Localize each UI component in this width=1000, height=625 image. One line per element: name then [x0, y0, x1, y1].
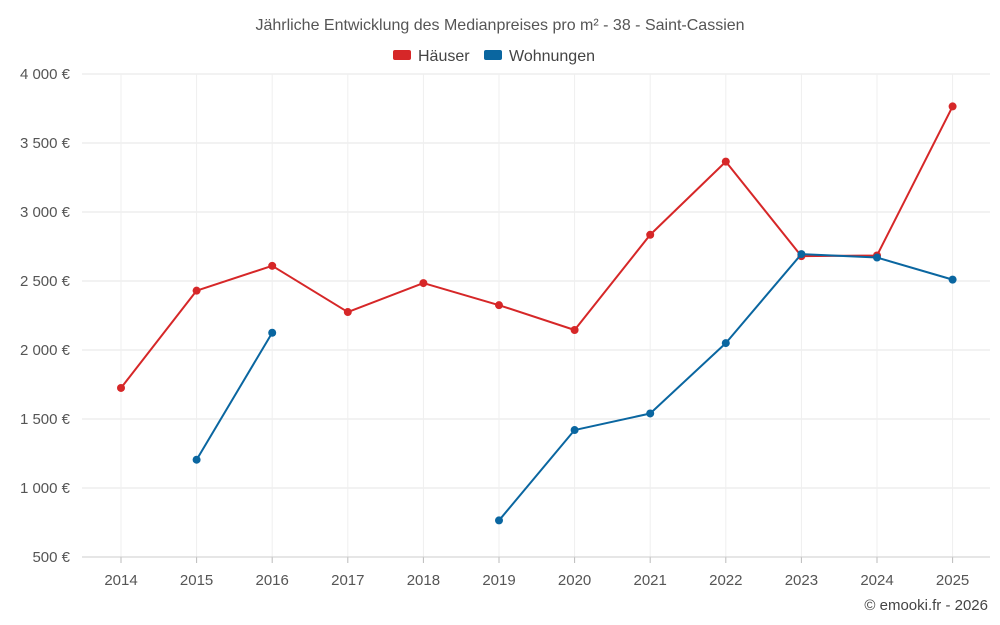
- y-tick-label: 2 500 €: [20, 273, 71, 290]
- data-point-apartments[interactable]: [873, 253, 881, 262]
- x-tick-label: 2018: [407, 572, 440, 589]
- x-tick-label: 2020: [558, 572, 591, 589]
- data-point-apartments[interactable]: [192, 455, 201, 464]
- data-point-houses[interactable]: [268, 261, 277, 270]
- data-point-houses[interactable]: [192, 286, 201, 295]
- x-tick-label: 2017: [331, 572, 364, 589]
- legend-swatch-houses: [393, 50, 411, 60]
- data-point-houses[interactable]: [646, 230, 655, 239]
- legend-label-apartments[interactable]: Wohnungen: [509, 48, 595, 65]
- data-point-houses[interactable]: [721, 157, 730, 166]
- grid: [82, 73, 990, 558]
- data-point-houses[interactable]: [495, 301, 503, 310]
- y-tick-label: 4 000 €: [20, 66, 71, 83]
- data-point-apartments[interactable]: [570, 426, 579, 435]
- data-point-houses[interactable]: [117, 383, 125, 392]
- legend-label-houses[interactable]: Häuser: [418, 48, 470, 65]
- x-tick-label: 2015: [180, 572, 213, 589]
- x-tick-label: 2019: [482, 572, 515, 589]
- x-tick-label: 2022: [709, 572, 742, 589]
- credit-text: © emooki.fr - 2026: [864, 597, 988, 614]
- data-point-houses[interactable]: [343, 308, 352, 317]
- data-point-apartments[interactable]: [721, 339, 730, 348]
- x-tick-label: 2016: [256, 572, 289, 589]
- x-tick-label: 2023: [785, 572, 818, 589]
- series-line-apartments: [195, 331, 274, 461]
- y-axis: 500 € 1 000 € 1 500 € 2 000 € 2 500 € 3 000 €…: [20, 66, 71, 566]
- data-point-apartments[interactable]: [948, 275, 957, 284]
- y-tick-label: 1 000 €: [20, 480, 71, 497]
- data-point-houses[interactable]: [948, 102, 957, 111]
- x-tick-label: 2024: [860, 572, 893, 589]
- y-tick-label: 1 500 €: [20, 411, 71, 428]
- data-point-apartments[interactable]: [646, 409, 655, 418]
- data-point-apartments[interactable]: [268, 328, 277, 337]
- y-tick-label: 3 500 €: [20, 135, 71, 152]
- x-tick-label: 2025: [936, 572, 969, 589]
- data-point-houses[interactable]: [419, 279, 428, 288]
- series-line-houses: [120, 105, 954, 389]
- data-point-apartments[interactable]: [797, 250, 806, 259]
- x-tick-label: 2021: [634, 572, 667, 589]
- data-point-houses[interactable]: [570, 325, 579, 334]
- data-point-apartments[interactable]: [495, 516, 503, 525]
- chart-title: Jährliche Entwicklung des Medianpreises …: [255, 17, 744, 34]
- series-layer: [117, 102, 957, 525]
- x-axis: 2014 2015 2016 2017 2018 2019 2020 2021 2022 2023…: [82, 556, 990, 589]
- y-tick-label: 2 000 €: [20, 342, 71, 359]
- legend-swatch-apartments: [484, 50, 502, 60]
- y-tick-label: 500 €: [32, 549, 70, 566]
- legend: Häuser Wohnungen: [393, 48, 595, 65]
- y-tick-label: 3 000 €: [20, 204, 71, 221]
- x-tick-label: 2014: [104, 572, 137, 589]
